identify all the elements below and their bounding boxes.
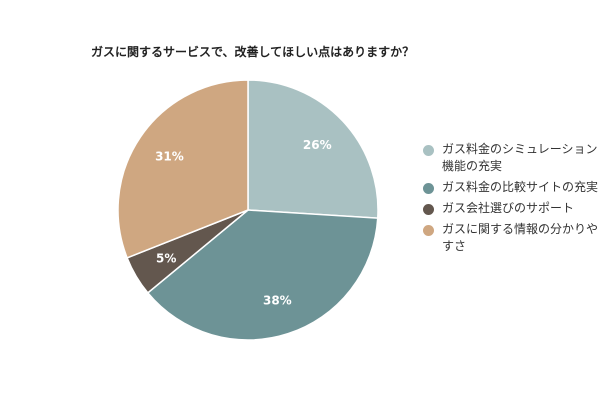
legend-swatch-support: [423, 204, 434, 215]
legend-swatch-information: [423, 225, 434, 236]
legend-swatch-simulation: [423, 145, 434, 156]
legend-label-support: ガス会社選びのサポート: [442, 201, 575, 215]
slice-label-simulation: 26%: [303, 138, 332, 152]
legend-label-information: ガスに関する情報の分かりやすさ: [442, 222, 599, 253]
pie-slice-information[interactable]: [117, 79, 249, 259]
slice-label-support: 5%: [156, 251, 176, 265]
chart-title: ガスに関するサービスで、改善してほしい点はありますか？: [91, 45, 415, 59]
legend-item-information[interactable]: ガスに関する情報の分かりやすさ: [423, 221, 600, 255]
chart-legend: ガス料金のシミュレーション機能の充実 ガス料金の比較サイトの充実 ガス会社選びの…: [423, 141, 600, 255]
legend-label-comparison: ガス料金の比較サイトの充実: [442, 180, 599, 194]
legend-label-simulation: ガス料金のシミュレーション機能の充実: [442, 142, 598, 173]
legend-item-comparison[interactable]: ガス料金の比較サイトの充実: [423, 179, 600, 196]
pie-slice-comparison[interactable]: [146, 209, 379, 341]
pie-slice-simulation[interactable]: [247, 79, 379, 219]
legend-item-support[interactable]: ガス会社選びのサポート: [423, 200, 600, 217]
slice-label-comparison: 38%: [263, 293, 292, 307]
legend-item-simulation[interactable]: ガス料金のシミュレーション機能の充実: [423, 141, 600, 175]
legend-swatch-comparison: [423, 183, 434, 194]
slice-label-information: 31%: [155, 150, 184, 164]
